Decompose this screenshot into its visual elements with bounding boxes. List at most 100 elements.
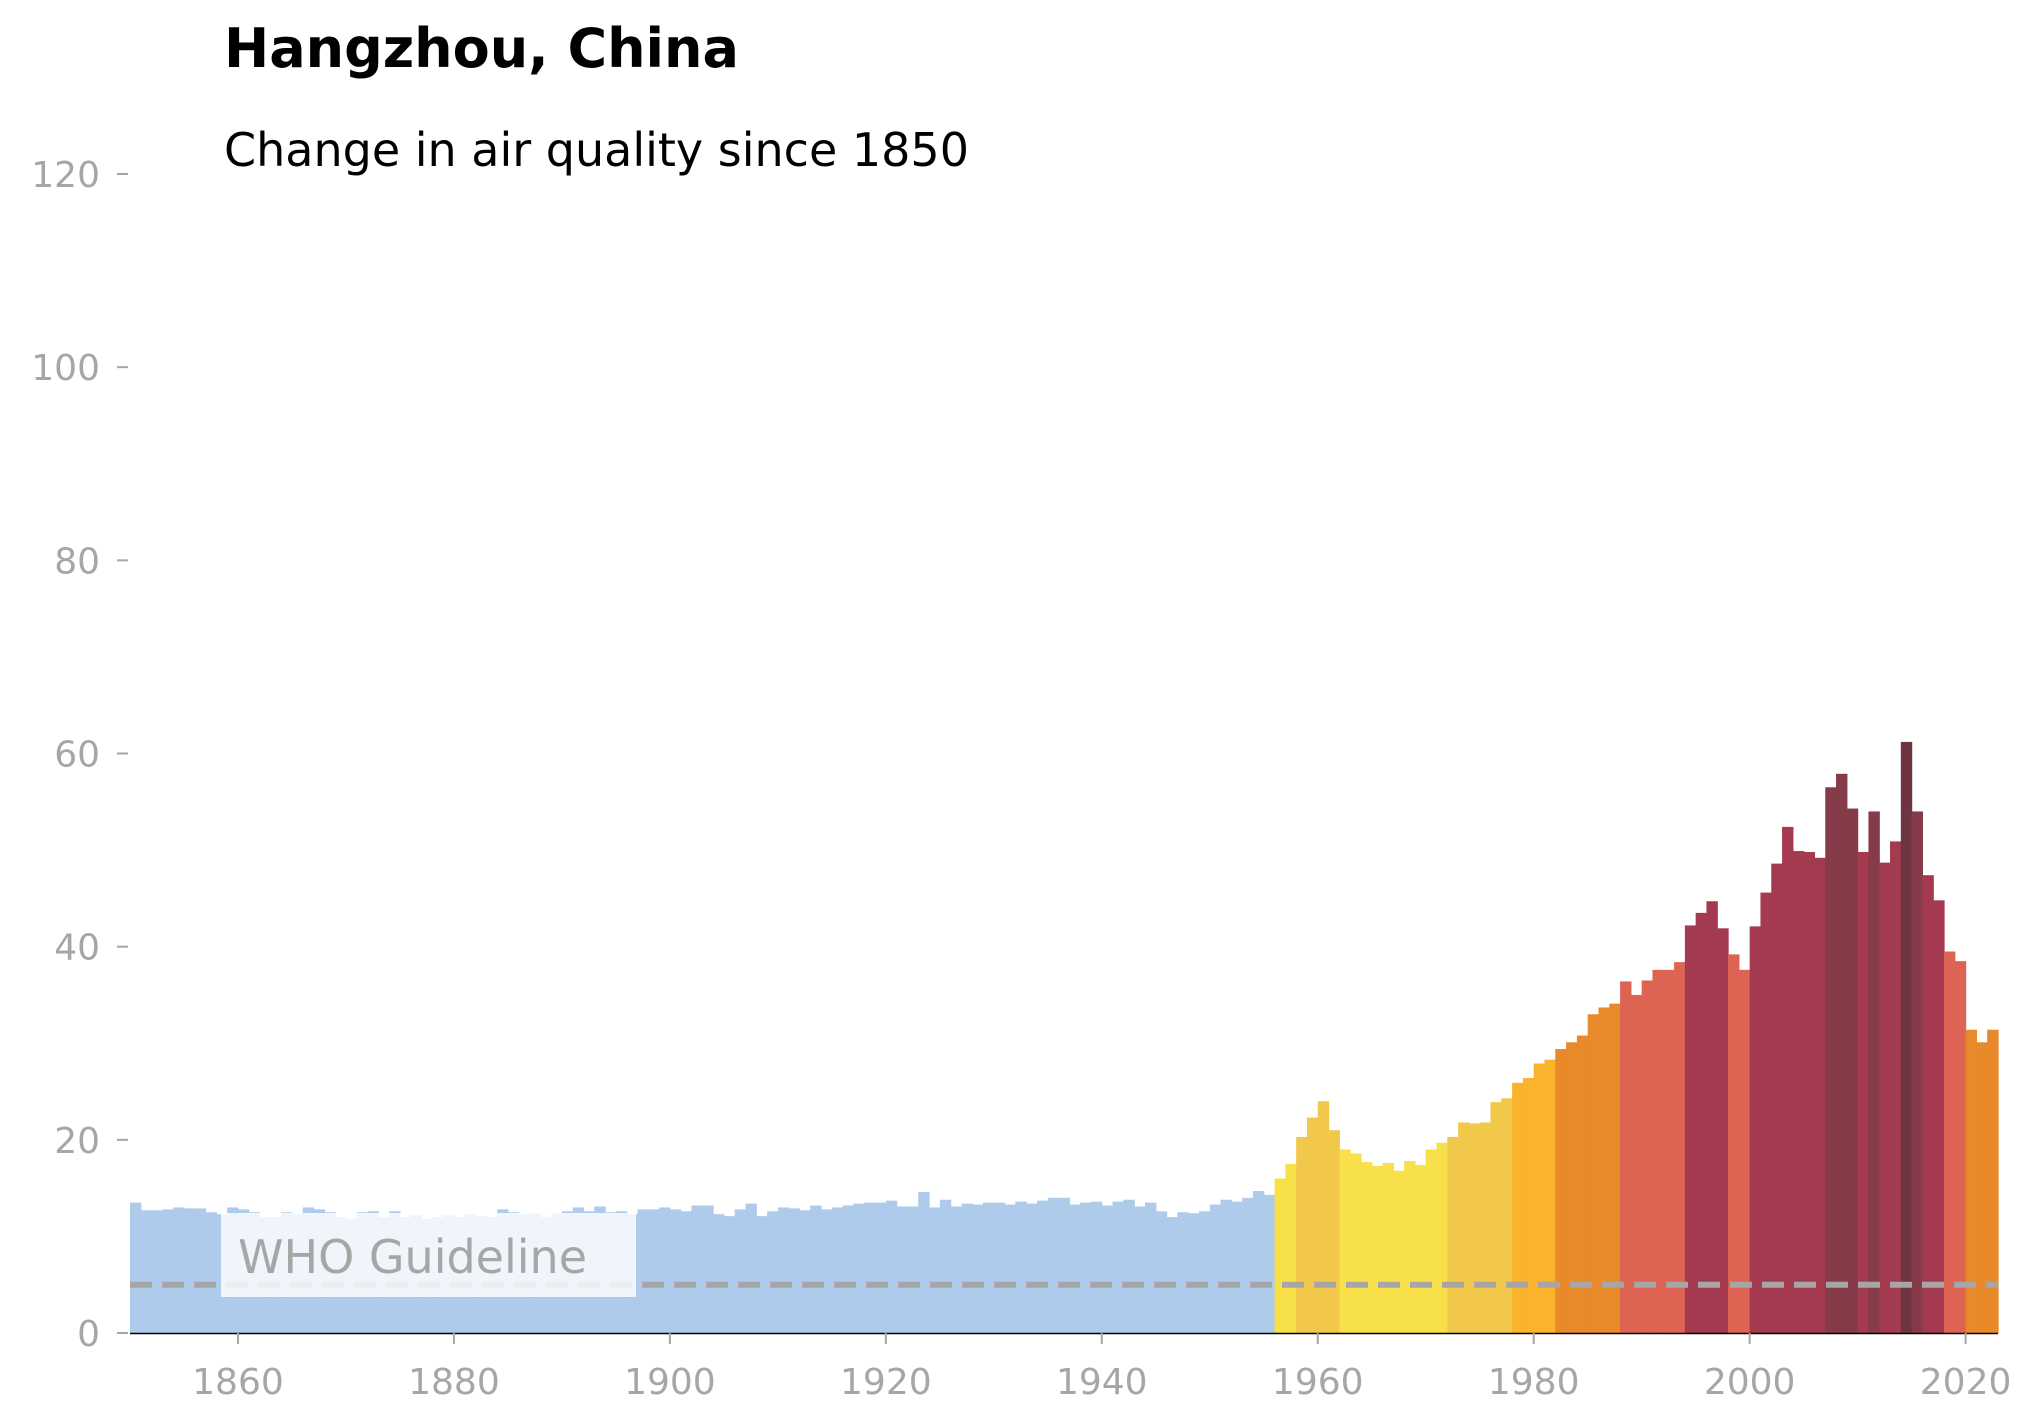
bar-1983 [1566,1042,1578,1333]
bar-1909 [767,1211,779,1333]
bar-1935 [1047,1197,1060,1333]
bar-1908 [756,1216,768,1333]
bar-1986 [1598,1007,1610,1333]
bar-2019 [1954,961,1967,1333]
bar-1910 [777,1207,790,1333]
bar-1975 [1479,1122,1492,1333]
bar-1932 [1015,1201,1027,1333]
bar-1989 [1630,994,1643,1333]
bar-1951 [1220,1199,1232,1333]
bar-1945 [1155,1211,1168,1333]
bar-1965 [1371,1165,1384,1333]
bar-2006 [1814,857,1826,1333]
bar-2012 [1879,862,1891,1333]
bar-1916 [842,1205,855,1333]
bar-1956 [1274,1178,1286,1333]
bar-1902 [691,1205,703,1333]
bar-1906 [734,1209,747,1333]
x-tick-label-1920: 1920 [840,1362,932,1403]
bar-1959 [1306,1117,1319,1333]
bar-2015 [1911,811,1924,1333]
bar-1971 [1436,1142,1448,1333]
bar-1997 [1717,928,1729,1333]
bar-1925 [939,1199,952,1333]
bar-1996 [1706,901,1718,1333]
bar-1856 [194,1208,207,1333]
bar-1998 [1728,954,1740,1333]
bar-1974 [1468,1123,1481,1333]
bar-1905 [723,1216,736,1333]
bar-1970 [1425,1149,1438,1333]
bar-2014 [1900,741,1913,1333]
bar-1964 [1360,1162,1373,1333]
bar-1963 [1350,1153,1362,1333]
bar-2007 [1825,787,1837,1333]
y-tick-label-120: 120 [31,155,100,196]
bar-1907 [745,1203,757,1333]
bar-1855 [183,1208,196,1333]
bar-1979 [1522,1078,1535,1333]
bar-1913 [810,1205,822,1333]
bar-1938 [1080,1202,1092,1333]
y-tick-label-80: 80 [54,541,100,582]
x-tick-label-1940: 1940 [1056,1362,1148,1403]
bar-1972 [1447,1136,1459,1333]
bar-1949 [1198,1211,1211,1333]
bar-1930 [993,1202,1006,1333]
bar-1934 [1037,1200,1049,1333]
bar-1946 [1166,1217,1178,1333]
x-tick-label-1960: 1960 [1272,1362,1364,1403]
bar-1904 [713,1214,725,1333]
bar-1978 [1512,1082,1524,1333]
bar-2021 [1976,1042,1988,1333]
x-tick-label-2000: 2000 [1704,1362,1796,1403]
bar-1973 [1458,1122,1470,1333]
bar-1920 [885,1200,898,1333]
bar-1942 [1123,1199,1135,1333]
bar-1936 [1058,1197,1070,1333]
bar-1933 [1026,1203,1038,1333]
bar-1958 [1296,1136,1308,1333]
chart-subtitle: Change in air quality since 1850 [224,123,969,177]
bar-1852 [151,1210,163,1333]
bar-1947 [1177,1212,1189,1333]
bar-1988 [1620,981,1632,1333]
x-tick-label-1860: 1860 [192,1362,284,1403]
bar-1993 [1674,962,1686,1333]
bar-1977 [1501,1098,1513,1333]
bar-1995 [1695,912,1708,1333]
bar-1899 [659,1207,671,1333]
bar-1982 [1555,1049,1567,1333]
bar-1926 [950,1206,963,1333]
bar-1851 [140,1210,153,1333]
x-tick-label-1880: 1880 [408,1362,500,1403]
bar-1966 [1382,1163,1394,1333]
bar-1968 [1404,1161,1416,1333]
bar-1960 [1317,1101,1330,1333]
bar-1922 [907,1206,919,1333]
bar-2022 [1987,1029,1999,1333]
x-tick-label-2020: 2020 [1920,1362,2012,1403]
bar-1917 [853,1203,865,1333]
bar-2009 [1846,808,1859,1333]
bar-1898 [648,1209,660,1333]
bar-1900 [669,1209,682,1333]
bar-1918 [864,1202,876,1333]
bar-1897 [637,1209,649,1333]
bar-2020 [1965,1029,1978,1333]
bar-1987 [1609,1003,1621,1333]
who-guideline-label-box [221,1213,636,1297]
bar-1853 [162,1209,174,1333]
y-tick-label-0: 0 [77,1314,100,1355]
y-tick-label-20: 20 [54,1121,100,1162]
bar-1903 [702,1205,714,1333]
x-tick-label-1980: 1980 [1488,1362,1580,1403]
bar-1981 [1544,1059,1556,1333]
bar-1957 [1285,1163,1297,1333]
bar-1854 [173,1207,185,1333]
bar-1991 [1652,969,1664,1333]
bar-1923 [918,1191,930,1333]
bar-1950 [1209,1204,1222,1333]
bar-1994 [1684,925,1697,1333]
